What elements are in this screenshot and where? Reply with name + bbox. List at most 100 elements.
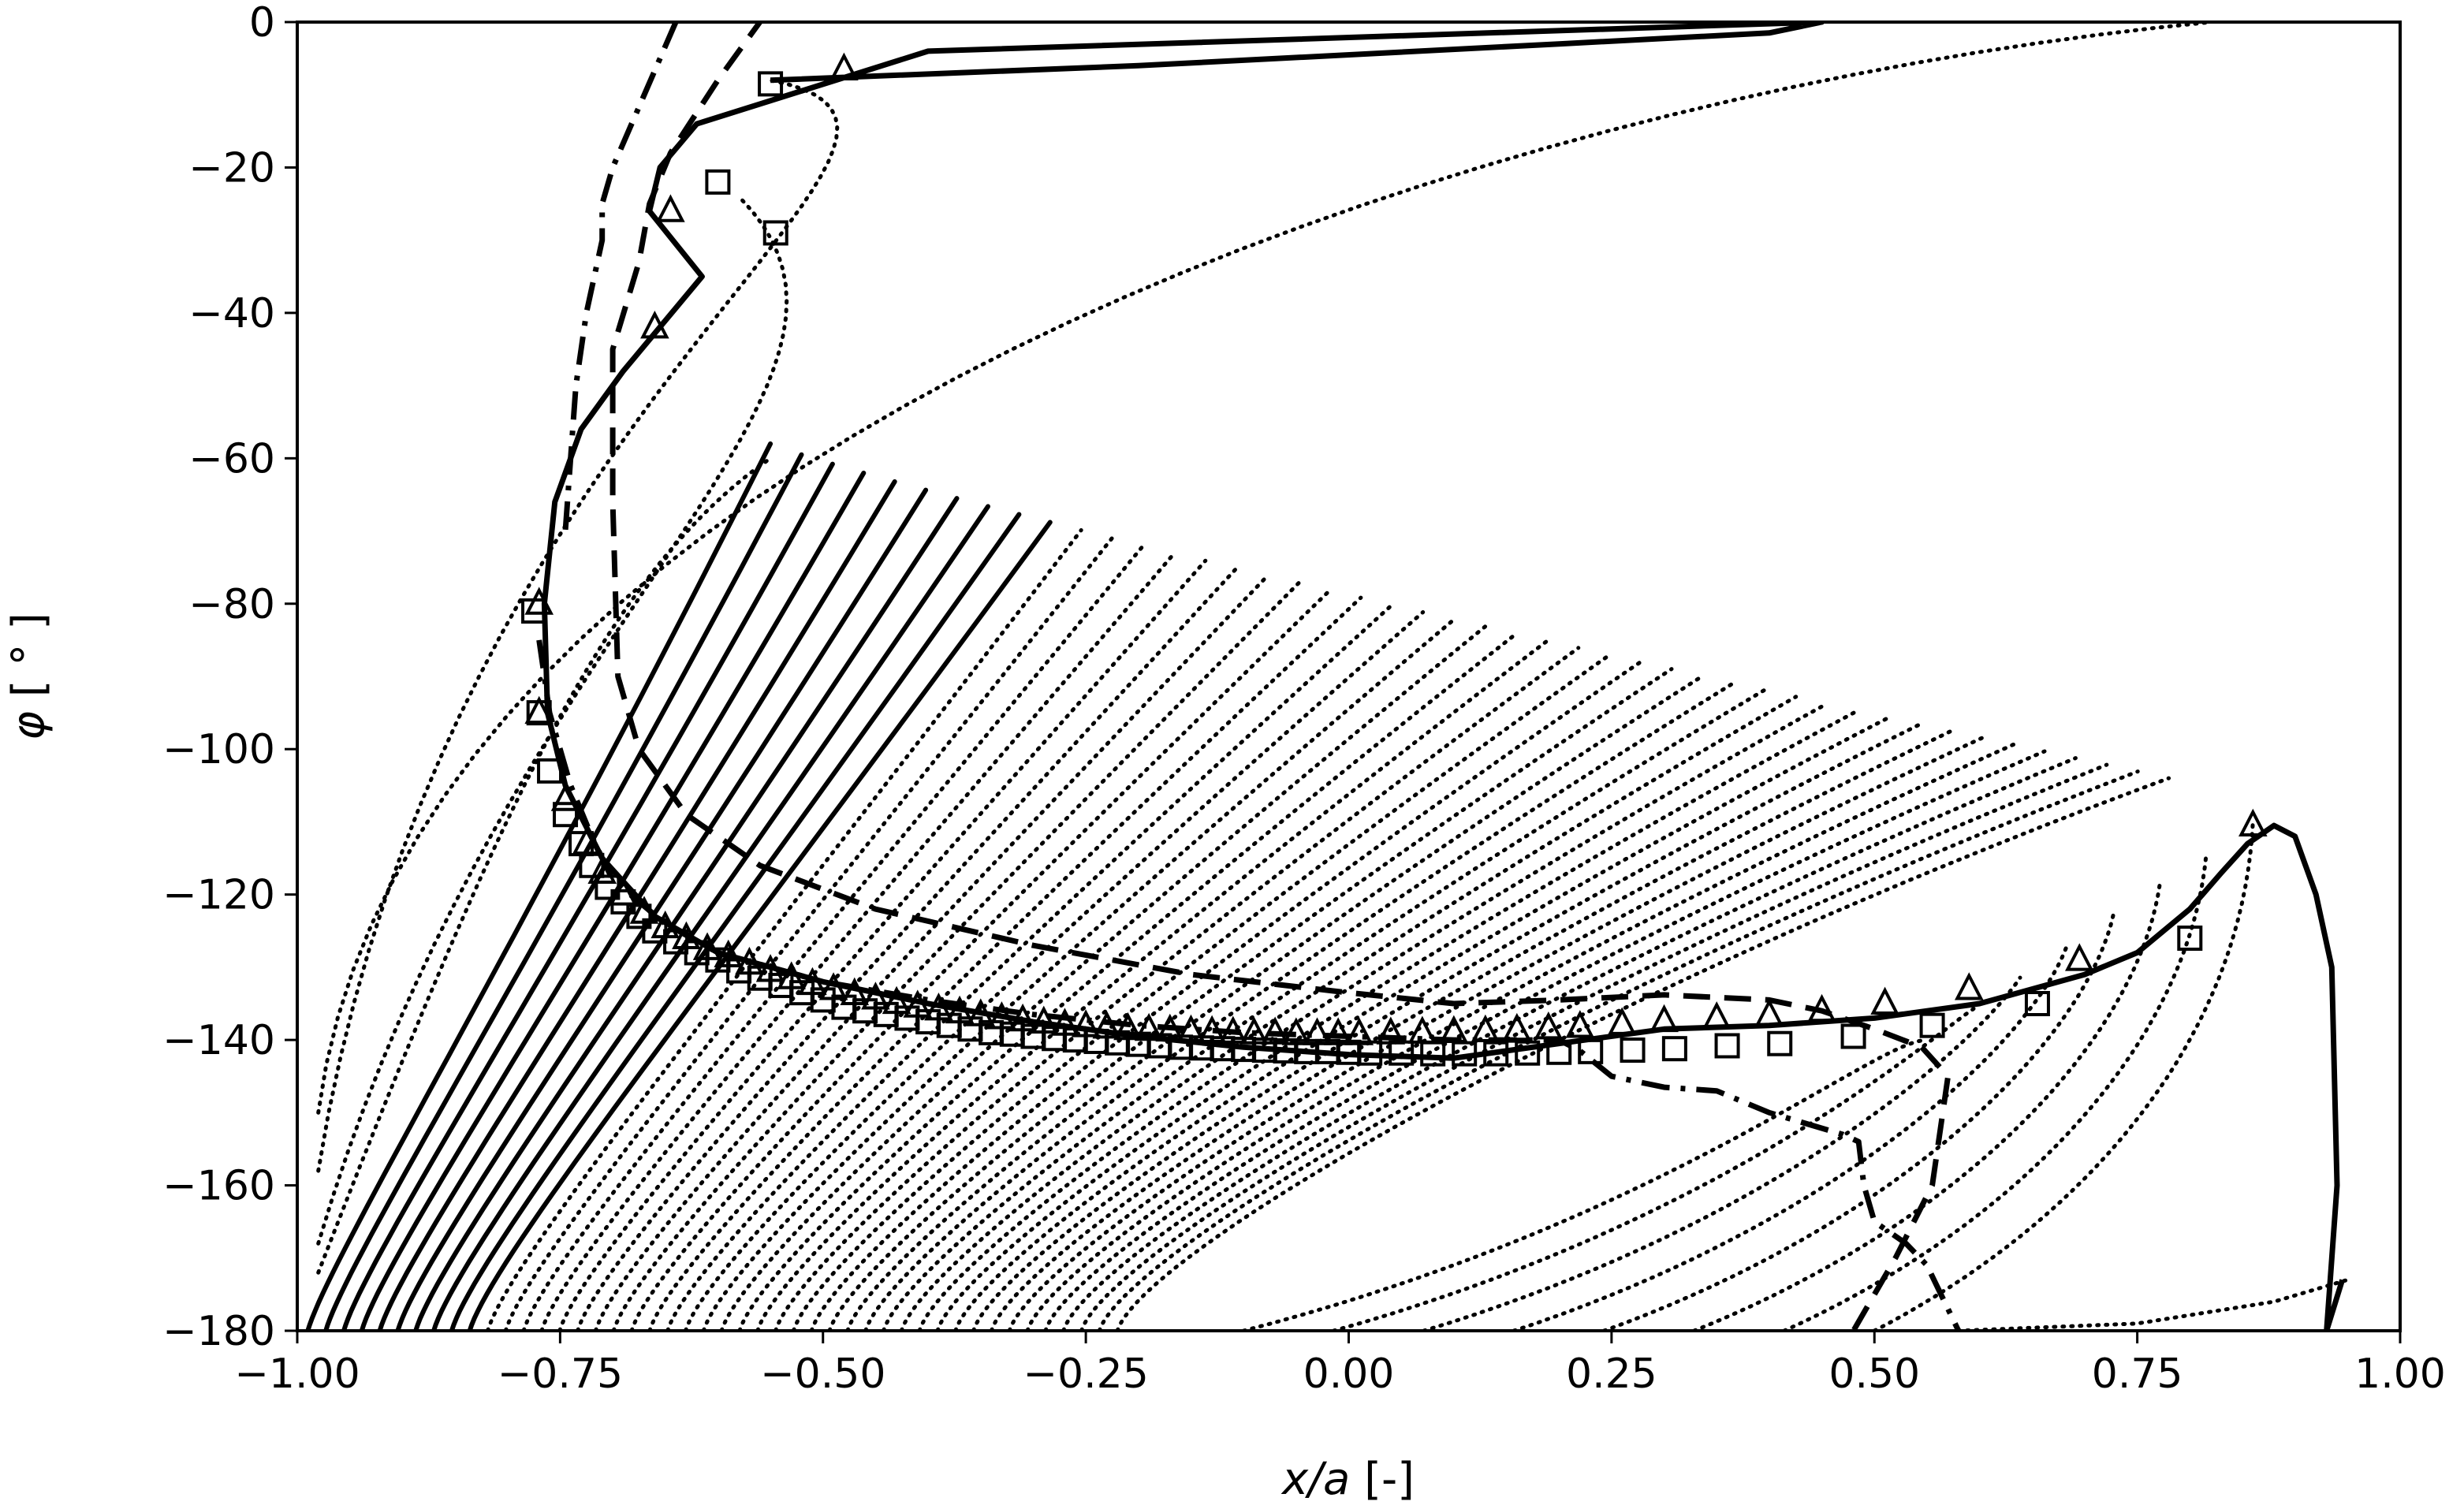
- dotted-curve: [971, 722, 1922, 1331]
- triangle-marker: [861, 982, 890, 1010]
- x-axis-label: x/a [-]: [1280, 1454, 1415, 1505]
- square-marker: [537, 758, 563, 784]
- triangle-marker: [1407, 1015, 1437, 1044]
- dotted-curve: [1512, 944, 2069, 1331]
- square-marker: [1661, 1036, 1687, 1062]
- dotted-curve: [899, 695, 1799, 1331]
- triangle-marker: [714, 939, 744, 968]
- dotted-curve: [431, 504, 990, 1331]
- x-tick-label: 0.50: [1828, 1350, 1920, 1398]
- triangle-marker: [1218, 1015, 1248, 1044]
- triangle-marker: [629, 896, 659, 924]
- square-marker: [1483, 1041, 1509, 1067]
- triangle-marker: [656, 194, 685, 222]
- x-axis: −1.00 −0.75 −0.50 −0.25 0.00 0.25 0.50 0.75 1.00: [234, 1331, 2446, 1398]
- dotted-curve: [755, 639, 1549, 1331]
- y-tick-label: −160: [162, 1163, 275, 1210]
- dotted-curve: [611, 581, 1301, 1331]
- dotted-curve: [917, 702, 1829, 1331]
- triangle-marker: [550, 783, 580, 811]
- triangle-marker: [829, 52, 859, 80]
- dotted-curve: [882, 687, 1767, 1331]
- dotted-curve: [1079, 762, 2109, 1331]
- dotted-curve: [341, 461, 835, 1331]
- dotted-curve: [576, 566, 1239, 1331]
- triangle-marker: [1113, 1011, 1143, 1041]
- triangle-marker: [1303, 1017, 1332, 1045]
- dotted-curve: [1956, 1277, 2350, 1331]
- triangle-marker: [1050, 1008, 1079, 1036]
- series-line-0: [541, 22, 2346, 1331]
- dotted-curve: [719, 624, 1488, 1331]
- triangle-marker: [1534, 1011, 1564, 1040]
- dotted-curve: [1007, 736, 1985, 1331]
- triangle-marker: [672, 921, 701, 949]
- square-marker: [1840, 1023, 1866, 1049]
- square-marker: [705, 169, 731, 195]
- square-marker: [2024, 991, 2050, 1016]
- triangle-marker: [735, 946, 764, 975]
- dotted-curve: [395, 487, 929, 1331]
- dotted-curve: [449, 512, 1022, 1331]
- x-tick-label: 0.25: [1566, 1350, 1657, 1398]
- dotted-curve: [1872, 819, 2255, 1331]
- dotted-curve: [809, 660, 1643, 1331]
- y-tick-label: −140: [162, 1017, 275, 1064]
- triangle-marker: [1471, 1014, 1500, 1043]
- triangle-marker: [798, 967, 827, 996]
- dotted-curve: [684, 610, 1426, 1331]
- square-marker: [1578, 1038, 1604, 1064]
- dotted-curve: [629, 588, 1332, 1331]
- triangle-marker: [1281, 1017, 1311, 1045]
- x-tick-label: −0.25: [1023, 1350, 1148, 1398]
- dotted-curve: [503, 535, 1115, 1331]
- triangle-marker: [1071, 1009, 1101, 1037]
- triangle-marker: [755, 954, 785, 982]
- triangle-marker: [1954, 972, 1984, 1000]
- square-marker: [553, 802, 579, 828]
- triangle-marker: [587, 855, 617, 884]
- dotted-curve: [845, 673, 1705, 1331]
- dotted-curve: [539, 551, 1176, 1331]
- square-marker: [1714, 1033, 1740, 1059]
- x-tick-label: −0.75: [498, 1350, 623, 1398]
- x-tick-label: −0.50: [760, 1350, 885, 1398]
- dotted-curve: [323, 452, 804, 1331]
- triangle-marker: [1029, 1005, 1059, 1034]
- triangle-marker: [640, 310, 669, 339]
- dotted-curve: [413, 496, 960, 1331]
- y-tick-label: −60: [188, 435, 275, 482]
- dotted-curve: [305, 441, 773, 1331]
- square-marker: [626, 903, 652, 929]
- triangle-marker: [1155, 1013, 1185, 1042]
- triangle-marker: [777, 961, 807, 989]
- triangle-marker: [1134, 1012, 1164, 1041]
- dotted-curve: [989, 728, 1954, 1331]
- series-line-1: [609, 22, 1951, 1331]
- dotted-curve: [316, 456, 773, 1275]
- y-tick-label: −100: [162, 726, 275, 773]
- dotted-curve: [359, 471, 867, 1331]
- dotted-curve: [737, 631, 1519, 1331]
- dotted-curve: [593, 573, 1270, 1331]
- dotted-curve: [773, 646, 1581, 1331]
- triangle-marker: [1702, 1001, 1732, 1030]
- dotted-curve: [486, 528, 1083, 1331]
- triangle-marker: [572, 826, 601, 855]
- triangle-marker: [2238, 808, 2268, 837]
- triangle-marker: [1870, 986, 1899, 1015]
- triangle-marker: [692, 932, 722, 960]
- square-marker: [762, 220, 788, 246]
- series-line-2: [562, 22, 679, 531]
- triangle-marker: [882, 985, 911, 1015]
- dotted-curve: [827, 667, 1674, 1331]
- triangle-marker: [1607, 1007, 1637, 1035]
- dotted-curve: [863, 680, 1736, 1331]
- dotted-curve: [1115, 776, 2171, 1331]
- square-marker: [2177, 926, 2203, 951]
- dotted-curve: [701, 617, 1456, 1331]
- dotted-curve: [647, 595, 1363, 1331]
- dotted-curve: [1601, 913, 2115, 1331]
